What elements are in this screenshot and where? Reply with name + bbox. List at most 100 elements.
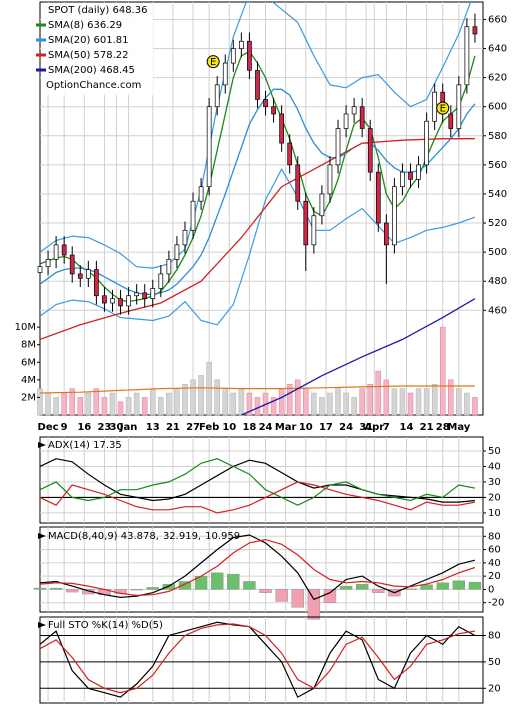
x-tick-label: 21: [420, 422, 434, 433]
candle-body: [247, 40, 252, 71]
histogram-bar: [372, 589, 385, 593]
y-tick-label: 580: [488, 131, 507, 142]
volume-tick-label: 8M: [21, 340, 36, 351]
volume-bar: [61, 392, 67, 416]
event-marker: [436, 101, 450, 115]
x-tick-label: Feb: [199, 422, 219, 433]
candle-body: [118, 298, 123, 307]
bollinger-upper: [40, 2, 472, 269]
candle-body: [158, 273, 164, 289]
candle-body: [343, 113, 349, 129]
volume-bar: [351, 397, 357, 416]
volume-bar: [294, 379, 301, 416]
x-tick-label: 28: [436, 422, 450, 433]
y-tick-label: 600: [488, 102, 507, 113]
volume-bar: [303, 388, 309, 416]
y-tick-label: 660: [488, 14, 507, 25]
volume-bar: [206, 362, 212, 416]
volume-bar: [166, 392, 172, 416]
x-tick-label: 27: [186, 422, 200, 433]
volume-bar: [375, 370, 382, 416]
candle-body: [383, 222, 389, 246]
volume-tick-label: 10M: [15, 322, 36, 333]
volume-bar: [190, 379, 196, 416]
event-marker: [206, 55, 220, 69]
volume-bar: [448, 379, 454, 416]
legend-label: SMA(20) 601.81: [48, 35, 129, 46]
panel-title: 10.959: [205, 531, 240, 542]
y-tick-label: 50: [488, 657, 501, 668]
legend-box: [41, 3, 153, 95]
x-tick-label: 10: [222, 422, 236, 433]
sma-line: [241, 298, 476, 415]
x-tick-label: 18: [242, 422, 256, 433]
volume-bar: [367, 383, 373, 416]
volume-bar: [472, 397, 478, 416]
candle-body: [255, 69, 260, 100]
candle-body: [392, 186, 397, 246]
sma-line: [40, 138, 475, 341]
histogram-bar: [130, 589, 143, 591]
macd-line: [40, 538, 476, 597]
candle-body: [37, 266, 43, 273]
volume-bar: [77, 397, 84, 416]
x-tick-label: 23: [97, 422, 111, 433]
candle-body: [150, 288, 156, 300]
volume-bar: [319, 397, 325, 416]
candle-body: [271, 106, 276, 115]
candle-body: [327, 164, 333, 195]
histogram-bar: [275, 589, 288, 602]
x-tick-label: Apr: [364, 422, 384, 433]
candle-body: [53, 244, 59, 260]
volume-bar: [286, 383, 293, 416]
candle-body: [456, 84, 462, 129]
indicator-line: [40, 621, 476, 698]
histogram-bar: [66, 589, 79, 593]
panel-frame: [39, 436, 484, 524]
volume-bar: [391, 388, 398, 416]
legend-label: SMA(8) 636.29: [48, 20, 122, 31]
y-tick-label: 480: [488, 276, 507, 287]
volume-bar: [327, 392, 333, 416]
histogram-bar: [420, 584, 433, 590]
volume-bar: [464, 392, 470, 416]
panel-title: 32.919,: [163, 531, 201, 542]
histogram-bar: [210, 572, 224, 590]
volume-bar: [85, 392, 92, 416]
event-label: E: [440, 104, 446, 115]
candle-body: [134, 292, 140, 297]
volume-bar: [174, 388, 180, 416]
volume-bar: [270, 397, 277, 416]
candle-body: [198, 186, 204, 202]
volume-bar: [415, 388, 422, 416]
volume-bar: [214, 379, 220, 416]
candle-body: [263, 99, 268, 108]
histogram-bar: [146, 587, 159, 590]
y-tick-label: 20: [488, 492, 501, 503]
x-tick-label: 10: [299, 422, 313, 433]
candle-body: [142, 292, 148, 300]
x-tick-label: 13: [146, 422, 160, 433]
macd-line: [40, 534, 476, 601]
volume-bar: [93, 388, 100, 416]
candle-body: [214, 84, 220, 108]
y-tick-label: 540: [488, 189, 507, 200]
candle-body: [432, 91, 438, 122]
x-tick-label: 16: [77, 422, 91, 433]
y-tick-label: 0: [488, 584, 494, 595]
x-tick-label: 24: [339, 422, 353, 433]
y-tick-label: 60: [488, 545, 501, 556]
histogram-bar: [355, 583, 369, 590]
x-tick-label: Jan: [119, 422, 138, 433]
bollinger-lower: [40, 167, 476, 326]
volume-bar: [254, 397, 261, 416]
candle-body: [166, 259, 172, 275]
histogram-bar: [33, 587, 47, 590]
volume-bar: [278, 388, 285, 416]
indicator-line: [40, 458, 475, 503]
candle-body: [110, 298, 115, 304]
histogram-bar: [452, 580, 466, 590]
y-tick-label: 640: [488, 44, 507, 55]
candle-body: [287, 142, 293, 166]
x-tick-label: 17: [319, 422, 333, 433]
